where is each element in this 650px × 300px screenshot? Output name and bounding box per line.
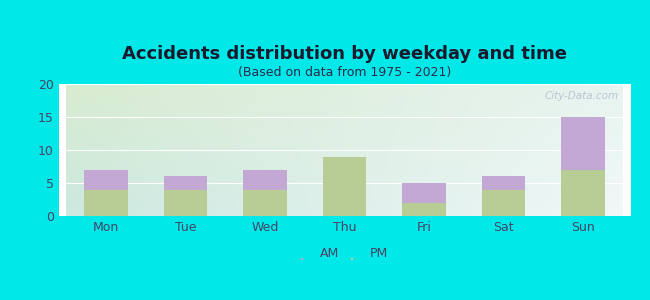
Bar — [164, 176, 207, 190]
Bar — [164, 190, 207, 216]
Text: City-Data.com: City-Data.com — [545, 91, 619, 100]
Bar — [322, 157, 367, 216]
Bar — [482, 190, 525, 216]
Bar — [402, 203, 446, 216]
Bar — [84, 190, 128, 216]
Bar — [561, 117, 605, 170]
Bar — [402, 183, 446, 203]
Bar — [482, 176, 525, 190]
Title: Accidents distribution by weekday and time: Accidents distribution by weekday and ti… — [122, 45, 567, 63]
Text: (Based on data from 1975 - 2021): (Based on data from 1975 - 2021) — [238, 66, 451, 79]
Bar — [243, 190, 287, 216]
Legend: AM, PM: AM, PM — [296, 242, 393, 265]
Bar — [84, 170, 128, 190]
Bar — [561, 170, 605, 216]
Bar — [243, 170, 287, 190]
